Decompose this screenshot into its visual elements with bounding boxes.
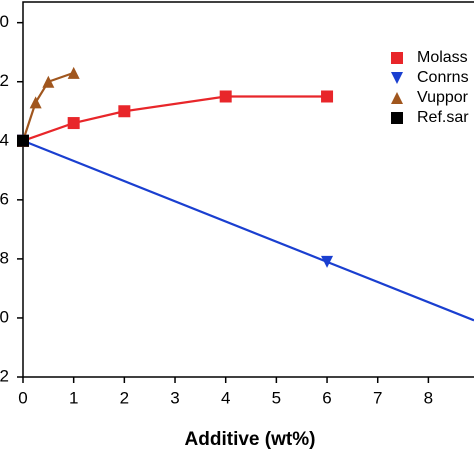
data-point <box>67 117 80 130</box>
y-tick-label: 8 <box>0 248 9 267</box>
x-tick-label: 7 <box>373 388 382 407</box>
data-point <box>118 105 131 118</box>
legend-marker <box>391 92 403 104</box>
x-tick-label: 1 <box>69 388 78 407</box>
data-point <box>29 96 42 109</box>
y-tick-label: 4 <box>0 130 9 149</box>
legend-label: Conrns <box>417 69 469 86</box>
x-tick-label: 8 <box>424 388 433 407</box>
data-point <box>321 90 334 103</box>
y-tick-label: 0 <box>0 307 9 326</box>
x-tick-label: 4 <box>221 388 230 407</box>
legend-label: Vuppor <box>417 89 469 106</box>
x-tick-label: 3 <box>170 388 179 407</box>
y-tick-label: 2 <box>0 71 9 90</box>
x-tick-label: 6 <box>322 388 331 407</box>
y-tick-label: 0 <box>0 12 9 31</box>
data-point <box>67 66 80 79</box>
y-tick-label: 2 <box>0 366 9 385</box>
legend-label: Molass <box>417 49 468 66</box>
series-line <box>21 71 75 142</box>
y-tick-label: 6 <box>0 189 9 208</box>
data-point <box>219 90 232 103</box>
x-tick-label: 0 <box>18 388 27 407</box>
legend-marker <box>391 112 403 124</box>
legend-label: Ref.sar <box>417 109 469 126</box>
x-axis-title: Additive (wt%) <box>185 429 316 450</box>
x-tick-label: 2 <box>120 388 129 407</box>
data-point <box>17 134 29 147</box>
series-line <box>22 139 474 322</box>
x-tick-label: 5 <box>272 388 281 407</box>
plot-frame <box>22 1 474 378</box>
legend-marker <box>391 52 403 64</box>
data-point <box>42 75 55 88</box>
data-point <box>321 255 334 268</box>
legend-marker <box>391 72 403 84</box>
